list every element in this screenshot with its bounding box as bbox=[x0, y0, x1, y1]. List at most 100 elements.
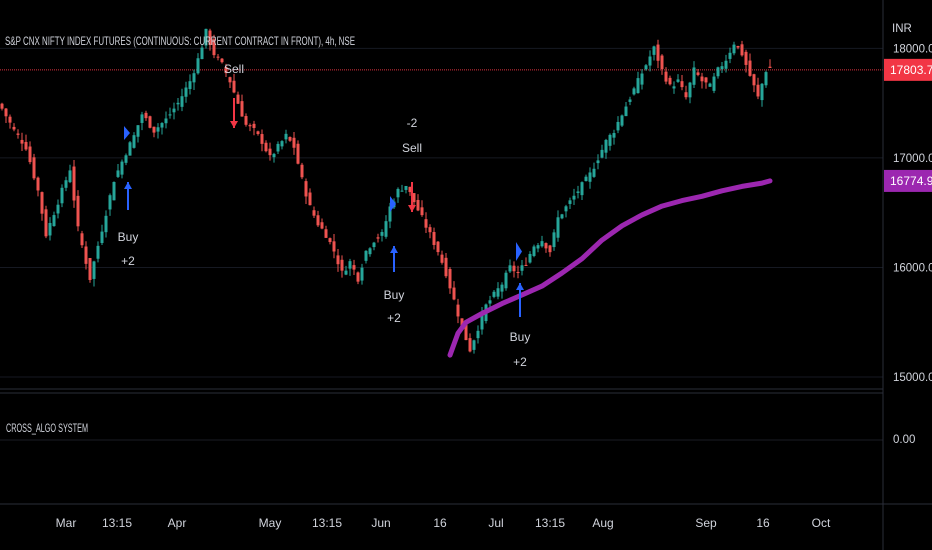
candle[interactable] bbox=[80, 230, 84, 248]
candle[interactable] bbox=[676, 74, 680, 83]
candle[interactable] bbox=[240, 94, 244, 117]
candle[interactable] bbox=[540, 235, 544, 248]
candle[interactable] bbox=[108, 193, 112, 216]
candle[interactable] bbox=[332, 233, 336, 259]
candle[interactable] bbox=[508, 259, 512, 274]
candle[interactable] bbox=[400, 184, 404, 192]
candle[interactable] bbox=[112, 181, 116, 201]
candle[interactable] bbox=[92, 260, 96, 287]
candle[interactable] bbox=[724, 54, 728, 73]
candle[interactable] bbox=[428, 224, 432, 239]
candle[interactable] bbox=[604, 138, 608, 159]
candle[interactable] bbox=[456, 298, 460, 324]
candle[interactable] bbox=[140, 111, 144, 131]
candle[interactable] bbox=[612, 129, 616, 145]
candle[interactable] bbox=[208, 28, 212, 51]
candle[interactable] bbox=[304, 178, 308, 204]
candle[interactable] bbox=[736, 45, 740, 50]
candle[interactable] bbox=[212, 34, 216, 59]
candle[interactable] bbox=[292, 131, 296, 155]
candle[interactable] bbox=[136, 125, 140, 143]
candle[interactable] bbox=[272, 152, 276, 163]
candle[interactable] bbox=[168, 107, 172, 119]
candle[interactable] bbox=[728, 47, 732, 64]
candle[interactable] bbox=[12, 123, 16, 132]
candle[interactable] bbox=[228, 76, 232, 89]
candle[interactable] bbox=[560, 213, 564, 220]
time-axis[interactable]: Mar 13:15 Apr May 13:15 Jun 16 Jul 13:15 Aug Sep 16… bbox=[56, 516, 831, 530]
candle[interactable] bbox=[516, 265, 520, 279]
candle[interactable] bbox=[260, 129, 264, 152]
candle[interactable] bbox=[564, 204, 568, 218]
candle[interactable] bbox=[632, 86, 636, 96]
candle[interactable] bbox=[572, 188, 576, 206]
candle[interactable] bbox=[740, 40, 744, 57]
candle[interactable] bbox=[672, 81, 676, 94]
candle[interactable] bbox=[100, 224, 104, 246]
candle[interactable] bbox=[444, 253, 448, 279]
candle[interactable] bbox=[56, 199, 60, 219]
candle[interactable] bbox=[24, 134, 28, 151]
candle[interactable] bbox=[204, 28, 208, 49]
indicator-name[interactable]: CROSS_ALGO SYSTEM bbox=[6, 421, 88, 435]
candle[interactable] bbox=[264, 140, 268, 153]
candle[interactable] bbox=[732, 41, 736, 56]
candle[interactable] bbox=[104, 210, 108, 238]
candle[interactable] bbox=[176, 97, 180, 111]
candle[interactable] bbox=[568, 197, 572, 210]
candle[interactable] bbox=[312, 206, 316, 219]
candle[interactable] bbox=[624, 102, 628, 117]
candle[interactable] bbox=[68, 164, 72, 184]
candle[interactable] bbox=[396, 187, 400, 203]
candle[interactable] bbox=[420, 200, 424, 217]
candle[interactable] bbox=[468, 333, 472, 353]
candle[interactable] bbox=[688, 81, 692, 104]
candle[interactable] bbox=[152, 126, 156, 138]
candle[interactable] bbox=[308, 188, 312, 206]
candle[interactable] bbox=[248, 123, 252, 132]
candle[interactable] bbox=[536, 243, 540, 253]
candle[interactable] bbox=[504, 270, 508, 291]
candle[interactable] bbox=[156, 123, 160, 139]
candle[interactable] bbox=[684, 85, 688, 100]
candle[interactable] bbox=[652, 45, 656, 61]
candle[interactable] bbox=[360, 263, 364, 285]
candle[interactable] bbox=[416, 194, 420, 212]
candle[interactable] bbox=[192, 69, 196, 90]
candle[interactable] bbox=[524, 257, 528, 266]
candle[interactable] bbox=[472, 339, 476, 354]
candle[interactable] bbox=[164, 111, 168, 129]
candle[interactable] bbox=[404, 185, 408, 194]
candle[interactable] bbox=[696, 68, 700, 77]
candle[interactable] bbox=[132, 132, 136, 149]
candle[interactable] bbox=[120, 159, 124, 179]
candle[interactable] bbox=[588, 167, 592, 189]
candle[interactable] bbox=[220, 58, 224, 64]
candle[interactable] bbox=[744, 49, 748, 73]
candle[interactable] bbox=[592, 162, 596, 178]
candle[interactable] bbox=[368, 247, 372, 257]
candle[interactable] bbox=[512, 261, 516, 278]
candle[interactable] bbox=[352, 259, 356, 276]
candle[interactable] bbox=[216, 54, 220, 61]
candle[interactable] bbox=[84, 241, 88, 270]
candle[interactable] bbox=[72, 159, 76, 208]
candle[interactable] bbox=[64, 176, 68, 192]
candle[interactable] bbox=[448, 267, 452, 294]
candle[interactable] bbox=[768, 59, 772, 69]
candle[interactable] bbox=[636, 71, 640, 94]
candle[interactable] bbox=[44, 205, 48, 239]
candle[interactable] bbox=[500, 282, 504, 299]
candle[interactable] bbox=[596, 154, 600, 170]
candle[interactable] bbox=[316, 210, 320, 227]
candle[interactable] bbox=[284, 129, 288, 144]
candle[interactable] bbox=[300, 162, 304, 180]
candle[interactable] bbox=[244, 113, 248, 127]
candle[interactable] bbox=[528, 251, 532, 264]
price-axis[interactable]: 15000.00 16000.00 17000.00 18000.00 bbox=[893, 43, 932, 384]
candle[interactable] bbox=[584, 174, 588, 182]
candle[interactable] bbox=[40, 191, 44, 221]
candle[interactable] bbox=[720, 61, 724, 73]
candle[interactable] bbox=[424, 212, 428, 233]
